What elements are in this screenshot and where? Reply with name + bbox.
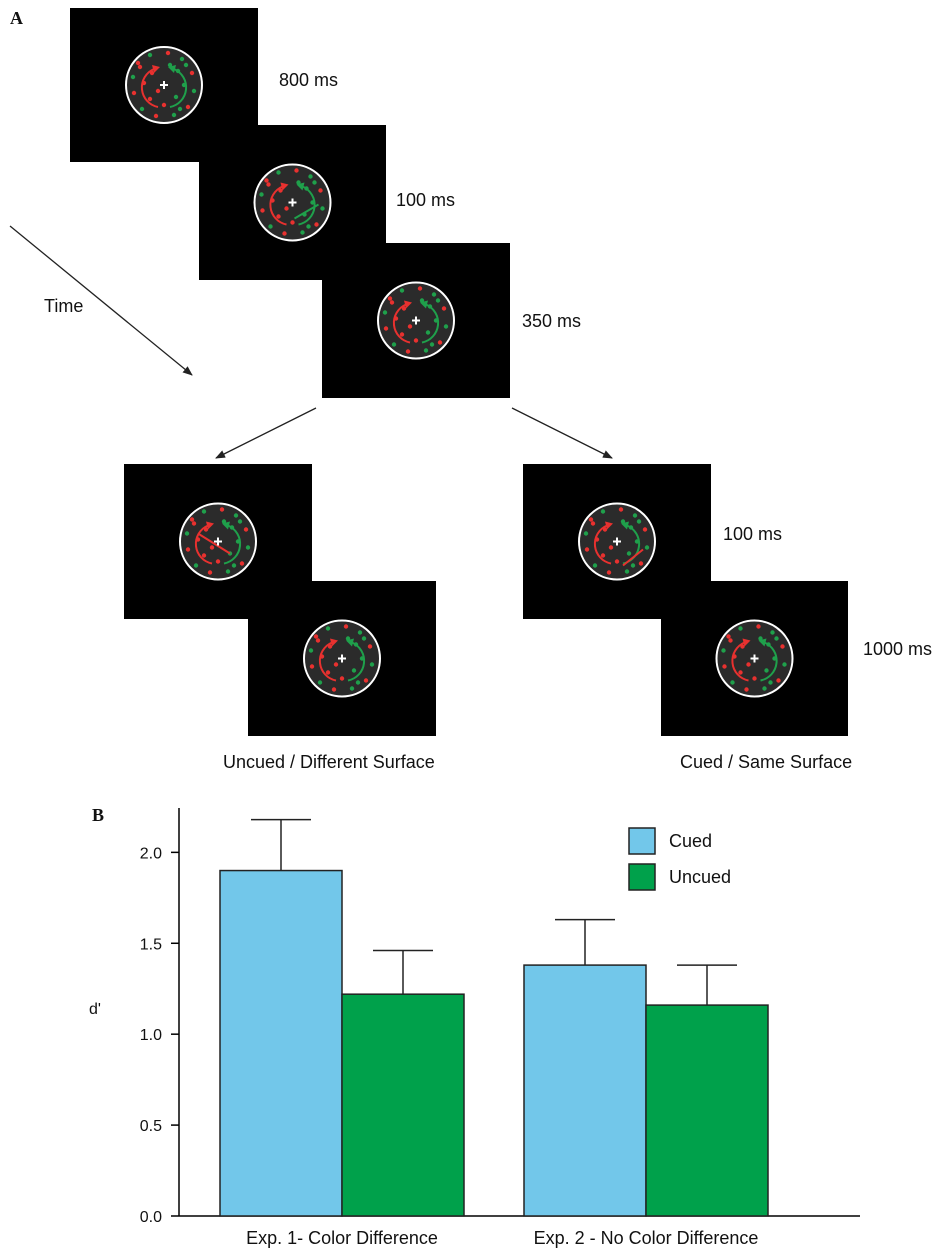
- stimulus-frame-350ms: [322, 243, 510, 398]
- y-tick-label: 1.0: [140, 1027, 162, 1044]
- y-tick-label: 1.5: [140, 936, 162, 953]
- legend-label: Uncued: [669, 867, 731, 887]
- legend-label: Cued: [669, 831, 712, 851]
- y-tick-label: 2.0: [140, 845, 162, 862]
- bar-cued: [219, 869, 343, 1217]
- panel-a-label: A: [10, 8, 23, 28]
- duration-label: 800 ms: [279, 70, 339, 90]
- motion-aperture: [377, 281, 455, 360]
- duration-label: 1000 ms: [863, 639, 933, 659]
- branch-arrow-right: [511, 407, 613, 459]
- condition-label-cued: Cued / Same Surface: [680, 752, 853, 772]
- y-tick-label: 0.5: [140, 1118, 162, 1135]
- x-category-label: Exp. 2 - No Color Difference: [534, 1228, 759, 1248]
- legend-swatch: [628, 863, 656, 891]
- bar-uncued: [645, 1004, 769, 1217]
- bar-cued: [523, 964, 647, 1217]
- stimulus-frame-uncued-probe: [124, 464, 312, 619]
- stimulus-frame-uncued-post: [248, 581, 436, 736]
- motion-aperture: [125, 46, 203, 124]
- x-category-label: Exp. 1- Color Difference: [246, 1228, 438, 1248]
- motion-aperture: [179, 502, 257, 581]
- time-arrow: [9, 225, 193, 376]
- motion-aperture: [578, 502, 656, 581]
- motion-aperture: [715, 619, 794, 698]
- branch-arrow-left: [215, 407, 317, 459]
- motion-aperture: [253, 163, 332, 242]
- duration-label: 100 ms: [396, 190, 456, 210]
- stimulus-frame-800ms: [70, 8, 258, 162]
- bar-chart: 0.0 0.5 1.0 1.5 2.0 d' Exp. 1- Color Differenc…: [89, 808, 860, 1248]
- condition-label-uncued: Uncued / Different Surface: [223, 752, 435, 772]
- time-arrows: [9, 225, 613, 459]
- motion-aperture: [303, 619, 381, 698]
- time-label: Time: [44, 296, 84, 316]
- y-tick-label: 0.0: [140, 1209, 162, 1226]
- duration-label: 100 ms: [723, 524, 783, 544]
- stimulus-frame-cued-post: [661, 581, 848, 736]
- panel-b-label: B: [92, 805, 105, 825]
- bar-uncued: [341, 993, 465, 1217]
- y-axis-label: d': [89, 1001, 101, 1018]
- legend-swatch: [628, 827, 656, 855]
- duration-label: 350 ms: [522, 311, 582, 331]
